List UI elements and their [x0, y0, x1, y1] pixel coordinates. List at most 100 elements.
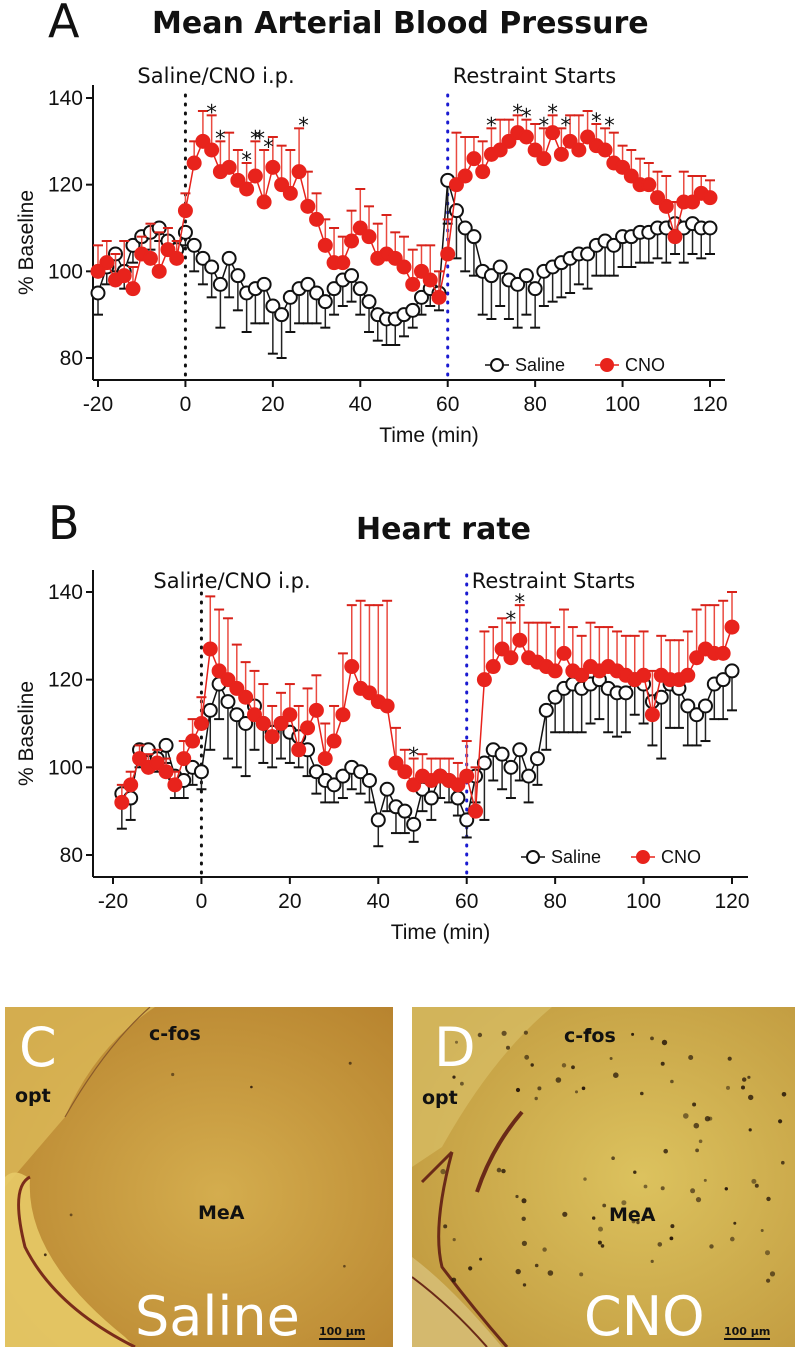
cfos-positive-cell [561, 1063, 567, 1068]
data-point [680, 698, 696, 714]
data-point [556, 645, 572, 661]
cfos-positive-cell [778, 1119, 783, 1124]
data-point [406, 816, 422, 832]
data-point [476, 672, 492, 688]
data-point [397, 764, 413, 780]
legend-saline-label: Saline [551, 847, 601, 867]
data-point [90, 263, 106, 279]
cfos-positive-cell [695, 1197, 702, 1203]
data-point [405, 276, 421, 292]
cfos-positive-cell [524, 1054, 530, 1060]
data-point [282, 185, 298, 201]
cfos-positive-cell [709, 1244, 714, 1249]
cfos-positive-cell [575, 1090, 578, 1094]
x-tick-label: 120 [692, 393, 727, 416]
data-point [510, 276, 526, 292]
cfos-positive-cell [643, 1184, 648, 1189]
cfos-positive-cell [633, 1170, 637, 1174]
x-tick-label: 100 [626, 890, 661, 913]
data-point [431, 289, 447, 305]
chart-title-b: Heart rate [356, 512, 532, 547]
legend-cno-marker [636, 850, 650, 864]
cfos-positive-cell [602, 1203, 607, 1208]
data-point [308, 702, 324, 718]
significance-star: * [241, 148, 252, 172]
data-point [274, 307, 290, 323]
significance-star: * [560, 113, 571, 137]
data-point [422, 272, 438, 288]
data-point [503, 759, 519, 775]
data-point [230, 268, 246, 284]
data-point [255, 716, 271, 731]
data-point [650, 190, 666, 206]
significance-star: * [506, 608, 517, 632]
cfos-positive-cell [562, 1211, 568, 1217]
cfos-positive-cell [670, 1079, 674, 1084]
data-point [492, 259, 508, 275]
cfos-positive-cell [537, 1086, 542, 1091]
data-point [483, 268, 499, 284]
cfos-positive-cell [521, 1240, 527, 1246]
cfos-positive-cell [521, 1198, 527, 1204]
cfos-positive-cell [534, 1096, 538, 1101]
cfos-positive-cell [751, 1178, 757, 1184]
data-point [492, 142, 508, 158]
data-point [466, 151, 482, 167]
data-point [387, 250, 403, 266]
x-axis-label: Time (min) [379, 424, 479, 447]
data-point [512, 742, 528, 758]
data-point [335, 707, 351, 723]
y-tick-label: 120 [48, 669, 83, 692]
data-point [680, 667, 696, 683]
data-point [702, 190, 718, 206]
data-point [450, 790, 466, 806]
label-mea-c: MeA [198, 1202, 245, 1224]
significance-star: * [521, 105, 532, 129]
cfos-positive-cell [657, 1242, 663, 1247]
cfos-positive-cell [460, 1081, 464, 1086]
cfos-positive-cell [609, 1057, 613, 1060]
data-point [116, 268, 132, 284]
data-point [238, 716, 254, 731]
data-point [309, 211, 325, 227]
data-point [246, 707, 262, 723]
series-cno [114, 591, 740, 819]
cfos-positive-cell [742, 1077, 747, 1082]
label-opt-c: opt [15, 1085, 51, 1107]
data-point [169, 250, 185, 266]
x-tick-label: -20 [83, 393, 113, 416]
data-point [512, 632, 528, 648]
data-point [518, 268, 534, 284]
data-point [494, 746, 510, 762]
micrograph-saline: C opt c-fos MeA Saline 100 µm [5, 1007, 393, 1347]
cfos-positive-cell [631, 1032, 635, 1036]
data-point [667, 229, 683, 245]
x-tick-label: 80 [523, 393, 546, 416]
data-point [580, 246, 596, 262]
cfos-positive-cell [477, 1032, 483, 1038]
data-point [247, 168, 263, 184]
significance-star: * [408, 744, 419, 768]
data-point [132, 751, 148, 767]
data-point [459, 812, 475, 828]
data-point [300, 720, 316, 736]
data-point [158, 737, 174, 753]
significance-star: * [539, 113, 550, 137]
cfos-positive-cell [451, 1277, 457, 1283]
data-point [501, 133, 517, 149]
data-point [405, 302, 421, 318]
significance-star: * [486, 113, 497, 137]
cfos-positive-cell [600, 1244, 605, 1248]
data-point [335, 768, 351, 784]
label-cfos-d: c-fos [564, 1025, 616, 1047]
data-point [457, 168, 473, 184]
y-tick-label: 140 [48, 87, 83, 110]
data-point [413, 263, 429, 279]
cfos-positive-cell [663, 1148, 668, 1154]
data-point [300, 198, 316, 214]
data-point [485, 659, 501, 675]
y-tick-label: 120 [48, 174, 83, 197]
cfos-positive-cell [348, 1061, 352, 1065]
data-point [195, 133, 211, 149]
data-point [636, 667, 652, 683]
